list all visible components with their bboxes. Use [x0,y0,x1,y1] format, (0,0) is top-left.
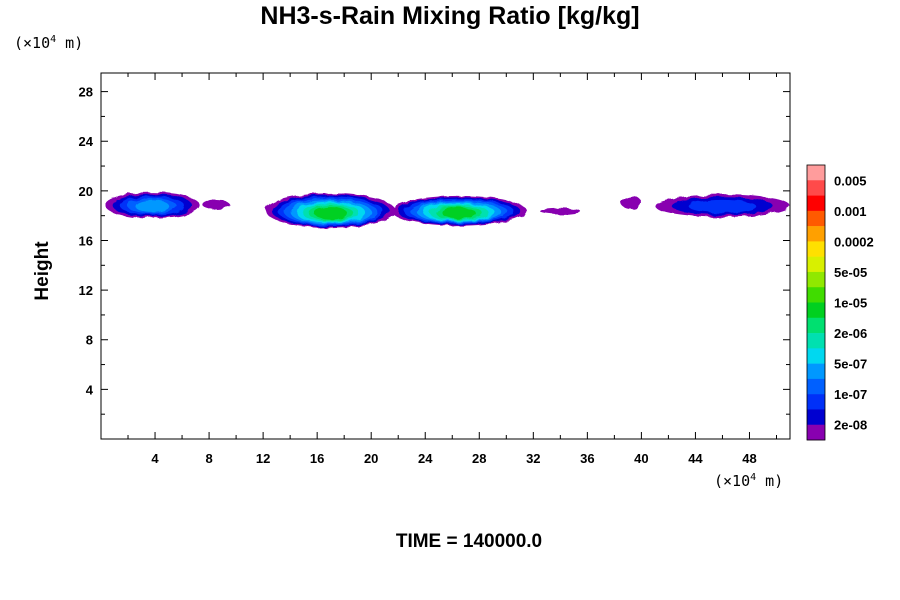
colorbar-swatch [807,165,825,181]
contour-feature [202,199,230,210]
colorbar-swatch [807,302,825,319]
colorbar-swatch [807,210,825,227]
contour-level [621,195,642,210]
colorbar: 0.005 0.001 0.0002 5e-05 1e-05 2e-06 5e-07 1e-0… [806,164,874,441]
colorbar-label: 0.005 [834,173,867,188]
contour-feature [654,194,790,217]
x-axis-unit: (×104 m) [714,472,784,490]
colorbar-swatch [807,180,825,196]
colorbar-swatch [807,348,825,364]
x-tick-label: 48 [742,451,756,466]
contour-level [135,200,170,213]
y-tick-label: 28 [79,85,93,100]
y-tick-label: 24 [79,134,94,149]
contour-feature [265,193,396,229]
colorbar-label: 2e-08 [834,418,867,433]
contour-level [688,199,757,213]
colorbar-label: 5e-07 [834,357,867,372]
colorbar-label: 1e-05 [834,296,867,311]
colorbar-swatch [807,363,825,380]
colorbar-swatch [807,317,825,334]
contour-feature [621,195,642,210]
colorbar-label: 0.001 [834,204,867,219]
contour-feature [105,192,200,219]
x-tick-label: 4 [151,451,159,466]
x-tick-label: 12 [256,451,270,466]
colorbar-swatch [807,394,825,410]
colorbar-swatch [807,378,825,395]
y-tick-label: 12 [79,283,93,298]
x-tick-label: 32 [526,451,540,466]
contour-level [202,199,230,210]
colorbar-swatch [807,226,825,242]
colorbar-swatch [807,271,825,288]
x-tick-label: 36 [580,451,594,466]
y-tick-label: 20 [79,184,93,199]
colorbar-swatch [807,195,825,212]
colorbar-label: 5e-05 [834,265,867,280]
y-tick-label: 16 [79,233,93,248]
colorbar-label: 2e-06 [834,326,867,341]
colorbar-label: 1e-07 [834,387,867,402]
time-label: TIME = 140000.0 [395,531,543,552]
x-tick-label: 20 [364,451,378,466]
x-tick-label: 40 [634,451,648,466]
y-tick-label: 8 [86,333,93,348]
x-tick-label: 24 [418,451,433,466]
x-tick-label: 8 [205,451,212,466]
colorbar-swatch [807,241,825,257]
colorbar-label: 0.0002 [834,234,874,249]
colorbar-frame [806,164,826,441]
x-tick-label: 16 [310,451,324,466]
chart-title: NH3-s-Rain Mixing Ratio [kg/kg] [260,2,640,30]
contour-level [314,206,347,220]
contour-level [540,208,581,215]
colorbar-swatch [807,287,825,303]
contour-feature [391,195,527,226]
colorbar-swatch [807,424,825,441]
contour-feature [540,208,581,215]
x-tick-label: 28 [472,451,486,466]
contour-fields [105,192,790,229]
colorbar-swatch [807,333,825,349]
plot-frame [100,72,791,440]
y-axis-unit: (×104 m) [14,34,84,52]
colorbar-swatch [807,256,825,273]
x-tick-label: 44 [688,451,703,466]
contour-level [442,207,476,219]
y-axis-label: Height [32,241,53,301]
y-tick-label: 4 [86,382,94,397]
colorbar-swatch [807,409,825,426]
